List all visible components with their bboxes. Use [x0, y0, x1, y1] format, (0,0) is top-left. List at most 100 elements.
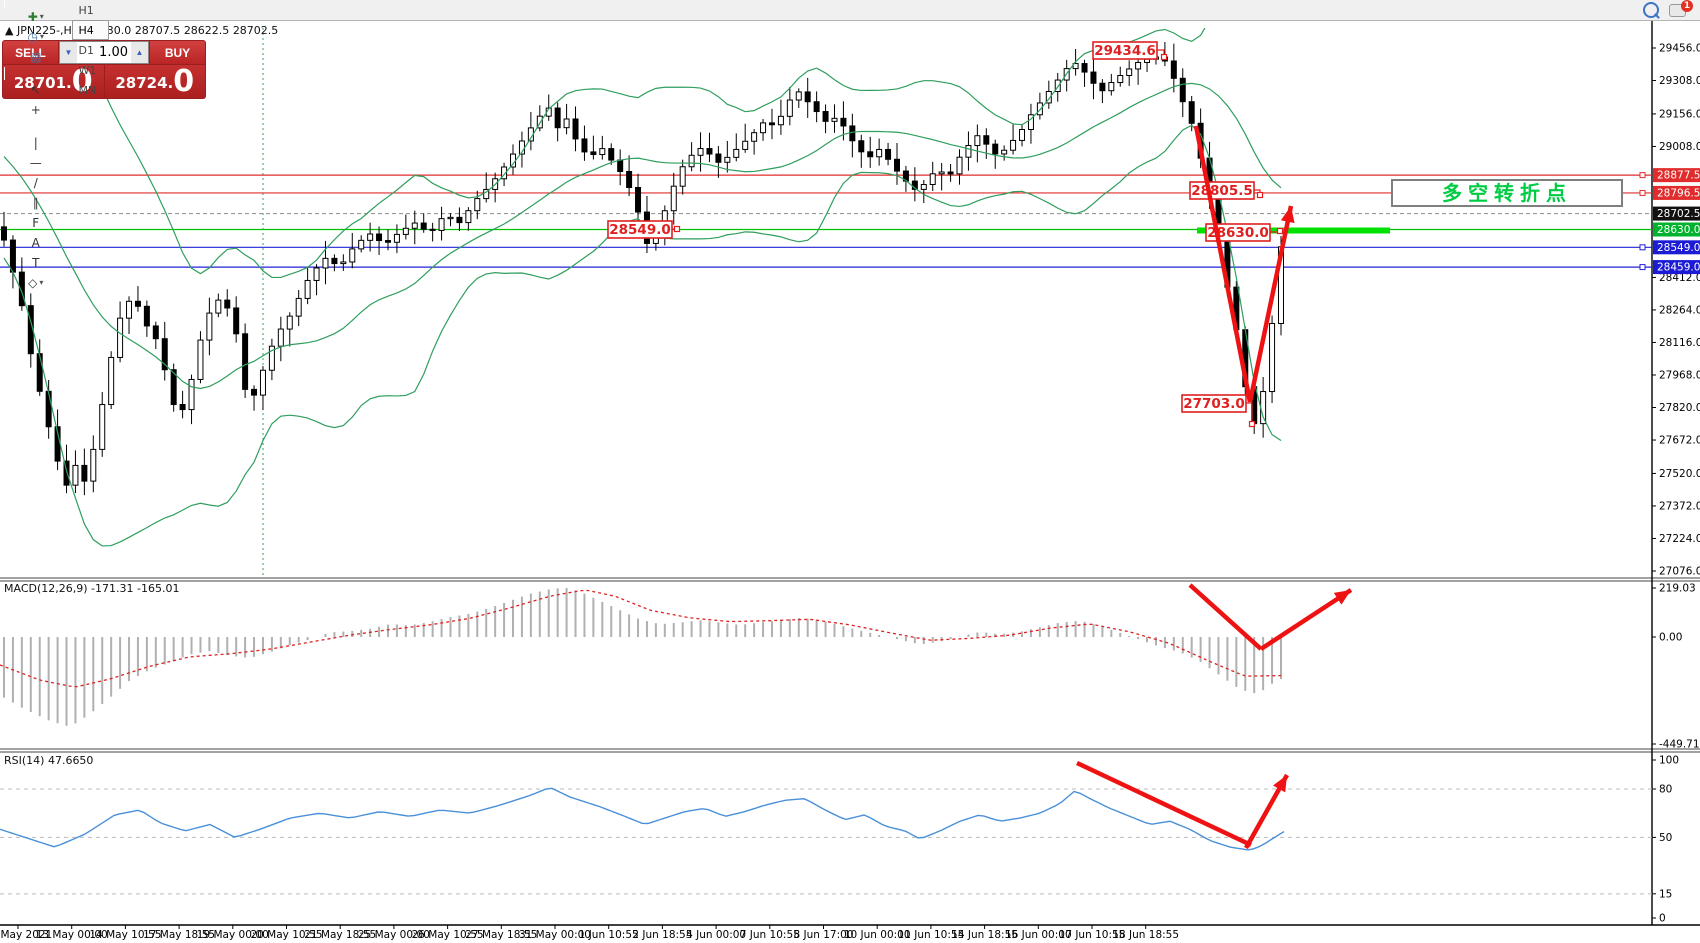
date-label: 2 Jun 18:55 — [632, 929, 692, 941]
candle-body — [1036, 102, 1043, 116]
price-line-label — [1653, 185, 1700, 200]
candle-body — [1081, 63, 1088, 73]
trend-arrow[interactable] — [1188, 583, 1263, 651]
price-line-label — [1653, 206, 1700, 221]
periods-icon: ◷ — [27, 29, 38, 44]
timeframe-button-h1[interactable]: H1 — [78, 3, 94, 17]
one-click-trading-panel: SELL ▼ ▲ BUY 28701. 0 28724. 0 — [2, 40, 206, 99]
candle-body — [831, 117, 838, 122]
date-label: 27 May 18:55 — [465, 929, 537, 941]
line-handle[interactable] — [1639, 244, 1646, 251]
buy-button[interactable]: BUY — [150, 41, 205, 64]
price-annotation-27703.0[interactable]: 27703.0 — [1181, 394, 1256, 428]
price-annotation-28630.0[interactable]: 28630.0 — [1205, 223, 1284, 242]
candle-body — [358, 239, 365, 250]
annotation-anchor-handle[interactable] — [673, 225, 681, 233]
toolbar-separator — [4, 292, 5, 306]
text-label-icon[interactable]: T — [1, 253, 71, 273]
candle-body — [894, 158, 900, 172]
trend-arrow[interactable] — [1247, 205, 1295, 403]
axis-tick-label: 29156.0 — [1659, 108, 1700, 120]
candle-body — [242, 333, 249, 390]
candle-body — [1170, 60, 1177, 79]
sell-button[interactable]: SELL — [3, 41, 58, 64]
timeframe-button-w1[interactable]: W1 — [78, 63, 97, 77]
annotation-anchor-handle[interactable] — [1276, 227, 1284, 235]
turn-point-text: 多空转折点 — [1442, 181, 1572, 205]
macd-indicator-label: MACD(12,26,9) -171.31 -165.01 — [4, 582, 180, 595]
candle-body — [608, 148, 615, 161]
dropdown-caret-icon: ▾ — [39, 278, 44, 287]
periods-icon[interactable]: ◷ ▾ — [1, 27, 71, 47]
candle-body — [45, 390, 52, 428]
price-annotation-28805.5[interactable]: 28805.5 — [1189, 181, 1264, 200]
annotation-anchor-handle[interactable] — [1256, 191, 1264, 199]
arrow-head — [1333, 590, 1351, 605]
chart-template-icon[interactable]: ▧ — [1, 47, 71, 67]
candle-body — [233, 307, 240, 335]
vertical-line-icon: | — [33, 135, 38, 150]
candle-body — [858, 140, 865, 153]
candle-body — [697, 148, 704, 156]
volume-decrease-button[interactable]: ▼ — [60, 42, 77, 63]
date-label: 13 May 00:00 — [36, 929, 108, 941]
horizontal-line-icon: — — [29, 155, 42, 170]
arrows-shapes-icon[interactable]: ◇ ▾ — [1, 273, 71, 293]
equidistant-channel-icon[interactable]: ∥ — [1, 193, 71, 213]
line-handle[interactable] — [1639, 264, 1646, 271]
trend-arrow[interactable] — [1193, 125, 1253, 403]
macd-signal-line — [0, 589, 1282, 688]
candle-body — [751, 132, 758, 142]
trend-arrow[interactable] — [1076, 760, 1252, 848]
line-handle[interactable] — [1639, 172, 1646, 179]
buy-price[interactable]: 28724. 0 — [104, 65, 205, 98]
rsi-scale-15: 15 — [1659, 888, 1672, 900]
search-icon[interactable] — [1643, 2, 1659, 18]
candle-body — [938, 171, 945, 175]
candle-body — [117, 317, 124, 358]
trend-arrow[interactable] — [1244, 773, 1289, 850]
rsi-indicator-label: RSI(14) 47.6650 — [4, 754, 94, 767]
crosshair-icon[interactable]: + — [1, 100, 71, 120]
chat-icon[interactable]: 1 — [1669, 0, 1693, 17]
candle-body — [983, 135, 990, 145]
horizontal-line-icon[interactable]: — — [1, 153, 71, 173]
text-icon[interactable]: A — [1, 233, 71, 253]
line-handle[interactable] — [1639, 189, 1646, 196]
candle-body — [947, 171, 954, 175]
candle-body — [742, 140, 749, 150]
axis-tick-label: 27968.0 — [1659, 369, 1700, 381]
collapse-marker-icon[interactable]: ▲ — [5, 24, 14, 37]
candle-body — [1117, 75, 1124, 84]
timeframe-button-h4[interactable]: H4 — [71, 20, 109, 40]
candle-body — [670, 185, 677, 212]
indicators-icon[interactable]: ✚ ▾ — [1, 7, 71, 27]
candle-body — [295, 297, 302, 317]
price-annotation-29434.6[interactable]: 29434.6 — [1092, 41, 1168, 61]
sell-price[interactable]: 28701. 0 — [3, 65, 104, 98]
trendline-icon[interactable]: / — [1, 173, 71, 193]
candle-body — [179, 404, 186, 411]
cursor-icon[interactable]: ↖ — [1, 80, 71, 100]
annotation-anchor-handle[interactable] — [1160, 53, 1168, 61]
candle-body — [679, 166, 686, 187]
candle-body — [331, 257, 338, 265]
rsi-panel — [0, 787, 1652, 895]
date-label: 26 May 10:55 — [412, 929, 484, 941]
turn-point-text-label[interactable]: 多空转折点 — [1391, 179, 1623, 207]
volume-increase-button[interactable]: ▲ — [131, 42, 148, 63]
candle-body — [733, 148, 740, 158]
annotation-text: 29434.6 — [1094, 43, 1156, 59]
candle-body — [786, 99, 793, 117]
price-annotation-28549.0[interactable]: 28549.0 — [607, 220, 681, 239]
text-label-icon: T — [32, 255, 40, 270]
trend-arrow[interactable] — [1259, 588, 1353, 651]
timeframe-button-d1[interactable]: D1 — [78, 43, 94, 57]
date-label: 18 Jun 18:55 — [1112, 929, 1179, 941]
annotation-anchor-handle[interactable] — [1248, 420, 1256, 428]
vertical-line-icon[interactable]: | — [1, 133, 71, 153]
fibonacci-icon[interactable]: F — [1, 213, 71, 233]
timeframe-button-mn[interactable]: MN — [78, 83, 97, 97]
volume-input[interactable] — [77, 42, 131, 63]
